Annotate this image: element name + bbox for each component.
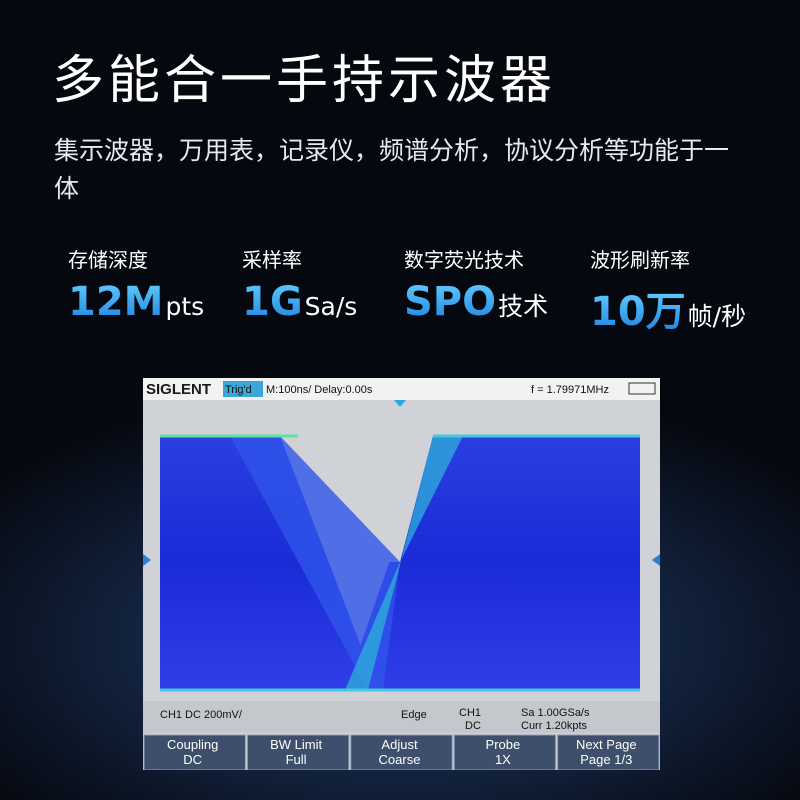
top-bar: [143, 378, 660, 400]
timebase: M:100ns/ Delay:0.00s: [266, 384, 373, 396]
source-coupling: DC: [465, 720, 481, 732]
subtitle: 集示波器，万用表，记录仪，频谱分析，协议分析等功能于一体: [54, 136, 730, 203]
spec-label: 存储深度: [68, 248, 148, 272]
frequency: f = 1.79971MHz: [531, 384, 609, 396]
source-channel: CH1: [459, 707, 481, 719]
waveform-edge: [230, 436, 400, 690]
spec-label: 数字荧光技术: [404, 248, 524, 272]
waveform-gap: [280, 436, 433, 562]
trigger-marker: [394, 400, 406, 407]
softkey-title: Probe: [486, 737, 521, 752]
spec-unit: 帧/秒: [687, 302, 747, 331]
spec: 波形刷新率 10万帧/秒: [590, 244, 746, 337]
softkey-title: BW Limit: [270, 737, 322, 752]
channel-info: CH1 DC 200mV/: [160, 709, 243, 721]
softkey-value: Coarse: [379, 752, 421, 767]
spec-value: 10万: [590, 289, 686, 335]
battery: [628, 382, 656, 395]
waveform: [160, 436, 378, 690]
spec-unit: Sa/s: [304, 292, 358, 321]
spec: 数字荧光技术 SPO技术: [404, 244, 548, 325]
scope-display: SIGLENT Trig'd M:100ns/ Delay:0.00s f = …: [143, 378, 660, 771]
softkey-value: Page 1/3: [580, 752, 632, 767]
status-bar: [143, 701, 660, 733]
channel-marker: [143, 554, 151, 566]
spec-label: 波形刷新率: [590, 248, 690, 272]
softkey-title: Next Page: [576, 737, 637, 752]
sample-rate: Sa 1.00GSa/s: [521, 707, 590, 719]
softkey-value: Full: [286, 752, 307, 767]
spec: 存储深度 12Mpts: [68, 244, 204, 325]
spec-unit: pts: [165, 292, 205, 321]
spec: 采样率 1GSa/s: [242, 244, 357, 325]
memory-depth: Curr 1.20kpts: [521, 720, 588, 732]
softkey-title: Coupling: [167, 737, 218, 752]
scope-screen: SIGLENT Trig'd M:100ns/ Delay:0.00s f = …: [143, 378, 660, 771]
softkey-title: Adjust: [381, 737, 418, 752]
trig-badge: [223, 381, 263, 397]
spec-label: 采样率: [242, 248, 302, 272]
spec-value: SPO: [404, 279, 497, 325]
brand: SIGLENT: [146, 381, 211, 398]
softkey-value: DC: [183, 752, 202, 767]
spec-unit: 技术: [498, 292, 549, 321]
trigger-type: Edge: [401, 709, 427, 721]
trigger-status: Trig'd: [225, 384, 252, 396]
title: 多能合一手持示波器: [52, 51, 557, 111]
softkey[interactable]: [453, 734, 557, 771]
waveform-edge: [345, 436, 463, 690]
spec-value: 12M: [68, 279, 164, 325]
spec-value: 1G: [242, 279, 303, 325]
softkey[interactable]: [246, 734, 350, 771]
softkey-value: 1X: [495, 752, 511, 767]
level-marker: [652, 554, 660, 566]
